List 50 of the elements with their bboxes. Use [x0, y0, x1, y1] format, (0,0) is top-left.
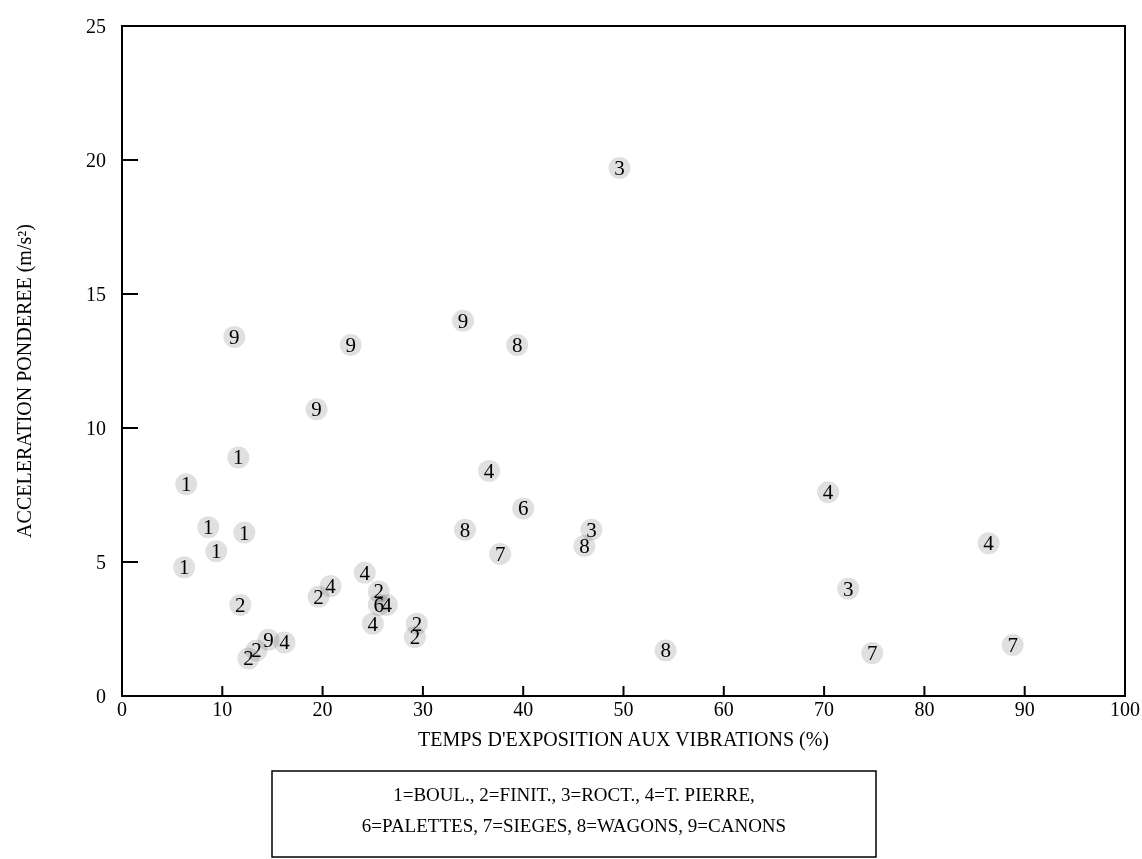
x-tick-label: 0 [117, 698, 127, 720]
text: 1 [239, 520, 250, 545]
x-tick-label: 100 [1110, 698, 1140, 720]
text: 8 [459, 517, 471, 542]
y-tick-label: 20 [86, 149, 106, 171]
y-tick-label: 25 [86, 15, 106, 37]
x-tick-label: 80 [914, 698, 935, 720]
text: 1 [203, 515, 214, 540]
x-tick-label: 40 [513, 698, 534, 720]
x-tick-label: 20 [312, 698, 333, 720]
text: 9 [263, 627, 274, 652]
x-tick-label: 50 [613, 698, 634, 720]
x-tick-label: 90 [1014, 698, 1035, 720]
text: 1 [233, 445, 244, 470]
text: 7 [866, 641, 878, 666]
text: 3 [842, 576, 854, 601]
text: 4 [983, 531, 994, 556]
x-tick-label: 30 [412, 698, 433, 720]
y-tick-label: 5 [96, 551, 106, 573]
text: 4 [325, 574, 336, 599]
text: 1 [211, 539, 222, 564]
text: 7 [1007, 633, 1018, 658]
text: 4 [367, 611, 378, 636]
x-tick-label: 70 [814, 698, 835, 720]
text: 1=BOUL., 2=FINIT., 3=ROCT., 4=T. PIERRE, 6=PALETTES, 7=SIEGES, 8=WAGONS, 9=CANONS [361, 784, 787, 836]
x-tick-label: 10 [212, 698, 233, 720]
text: 9 [229, 324, 240, 349]
text: 9 [457, 308, 469, 333]
text: 4 [359, 560, 370, 585]
x-axis-title: TEMPS D'EXPOSITION AUX VIBRATIONS (%) [417, 728, 830, 751]
text: 1 [180, 472, 192, 497]
text: 4 [483, 458, 495, 483]
text: 2 [235, 592, 246, 617]
text: 4 [822, 480, 834, 505]
series-label: 8 [660, 638, 671, 663]
text: 8 [511, 332, 523, 357]
y-tick-label: 15 [86, 283, 106, 305]
series-label: 3 [614, 156, 625, 181]
text: 9 [311, 397, 322, 422]
text: 2 [243, 646, 254, 671]
x-tick-label: 60 [713, 698, 734, 720]
legend-label: 1 [178, 555, 190, 580]
series-label: 6 [517, 496, 529, 521]
series-label: 9 [345, 332, 356, 357]
y-axis-title: ACCELERATION PONDEREE (m/s²) [13, 224, 36, 538]
text: 2 [313, 584, 324, 609]
series-label: 7 [494, 541, 506, 566]
text: 4 [279, 630, 290, 655]
series-label: 2 [251, 638, 262, 663]
y-tick-label: 10 [86, 417, 106, 439]
